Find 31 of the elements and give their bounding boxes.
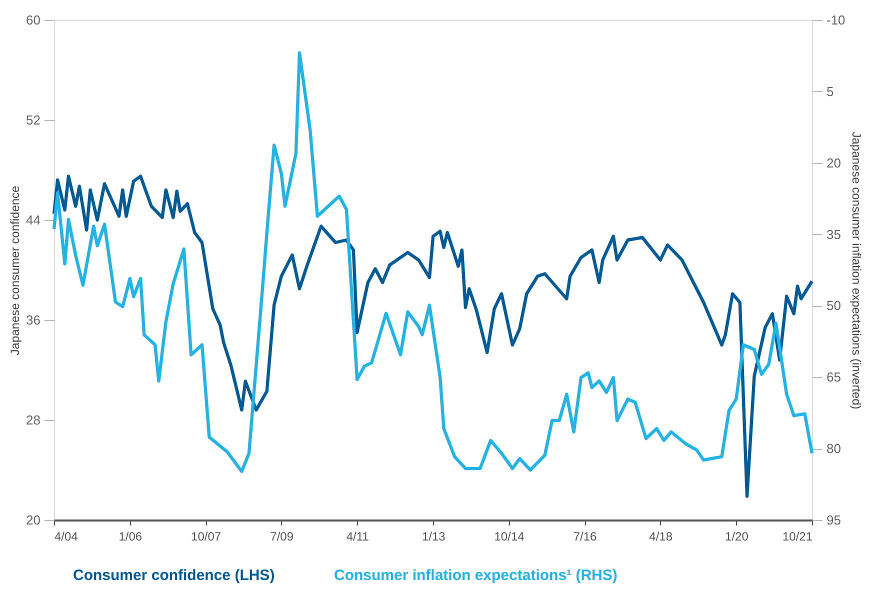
x-tick-label: 1/20 [725, 530, 749, 544]
text: Consumer confidence (LHS) [73, 566, 275, 584]
x-tick-label: 7/16 [573, 530, 598, 544]
y2-tick-label: -10 [826, 12, 846, 28]
x-tick-label: 10/14 [494, 530, 525, 544]
y-tick-label: 20 [26, 512, 40, 528]
x-tick-label: 10/07 [191, 530, 222, 544]
y2-tick-label: 35 [826, 226, 841, 242]
y2-axis-title: Japanese consumer inflation expectations (inverted) [849, 132, 864, 410]
y2-tick-label: 95 [826, 512, 841, 528]
y-tick-label: 36 [26, 312, 40, 328]
y2-tick-label: 50 [826, 298, 841, 314]
x-tick-label: 10/21 [782, 530, 813, 544]
y2-tick-label: 5 [826, 84, 834, 99]
y2-tick-label: 20 [826, 155, 841, 170]
line-series [52, 174, 814, 498]
y2-tick-label: 80 [826, 441, 841, 456]
y2-tick-label: 65 [826, 370, 841, 385]
x-tick-label: 4/04 [54, 530, 78, 544]
line-series [52, 51, 814, 474]
text: Consumer inflation expectations¹ (RHS) [334, 566, 618, 584]
x-tick-label: 1/06 [118, 530, 142, 544]
x-tick-label: 4/18 [649, 530, 673, 544]
x-tick-label: 1/13 [422, 530, 446, 544]
x-tick-label: 4/11 [346, 530, 370, 544]
x-tick-label: 7/09 [270, 530, 294, 544]
y-axis-title: Japanese consumer confidence [8, 185, 22, 356]
y-tick-label: 52 [26, 112, 40, 128]
y-tick-label: 60 [26, 12, 40, 28]
y-tick-label: 28 [26, 412, 40, 428]
y-tick-label: 44 [26, 212, 40, 228]
